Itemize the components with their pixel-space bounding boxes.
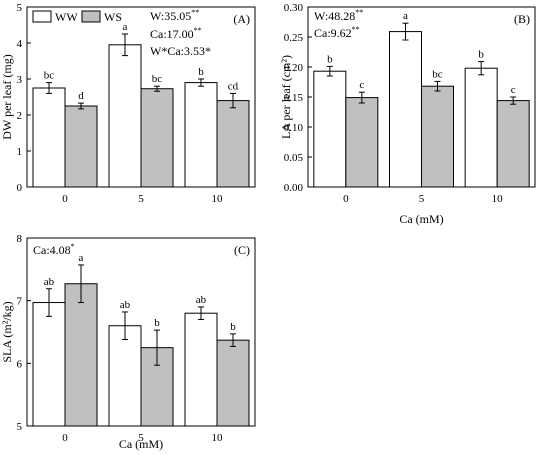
significance-letter: b bbox=[230, 321, 236, 333]
stat-text: W:35.05 bbox=[150, 9, 191, 23]
stat-text: Ca:4.08 bbox=[33, 243, 71, 257]
stat-superscript: ** bbox=[352, 25, 360, 34]
stat-annotation: W:48.28** bbox=[314, 8, 363, 23]
x-tick-label: 0 bbox=[62, 193, 68, 205]
significance-letter: b bbox=[327, 53, 333, 65]
stat-superscript: * bbox=[71, 242, 75, 251]
bar-ws bbox=[496, 100, 530, 188]
x-tick-label: 0 bbox=[62, 432, 68, 444]
stat-text: W:48.28 bbox=[314, 9, 355, 23]
significance-letter: bc bbox=[432, 68, 443, 80]
x-tick-label: 5 bbox=[138, 432, 144, 444]
panel-label: (A) bbox=[233, 12, 250, 26]
significance-letter: d bbox=[78, 90, 84, 102]
x-axis-label: Ca (mM) bbox=[119, 437, 163, 451]
y-tick-label: 0.10 bbox=[284, 122, 304, 134]
bar-ww bbox=[108, 44, 142, 188]
significance-letter: ab bbox=[120, 299, 131, 311]
bar-ww bbox=[464, 67, 498, 188]
bar-ww bbox=[184, 82, 218, 188]
y-tick-label: 7 bbox=[17, 296, 23, 308]
bar-ws bbox=[64, 283, 98, 427]
panel-label: (C) bbox=[234, 243, 250, 257]
significance-letter: bc bbox=[152, 73, 163, 85]
bar-ws bbox=[345, 97, 379, 188]
stat-superscript: ** bbox=[191, 8, 199, 17]
stat-superscript: ** bbox=[355, 8, 363, 17]
bar-ww bbox=[389, 31, 422, 188]
y-tick-label: 5 bbox=[17, 421, 23, 433]
bar-ws bbox=[421, 85, 454, 188]
significance-letter: c bbox=[359, 79, 364, 91]
significance-letter: ab bbox=[196, 294, 207, 306]
x-tick-label: 10 bbox=[212, 432, 224, 444]
significance-letter: b bbox=[478, 49, 484, 61]
stat-annotation: W*Ca:3.53* bbox=[150, 44, 211, 58]
stat-annotation: Ca:4.08* bbox=[33, 242, 75, 257]
stat-text: Ca:17.00 bbox=[150, 27, 194, 41]
x-tick-label: 5 bbox=[138, 193, 144, 205]
panel-label: (B) bbox=[514, 12, 530, 26]
y-tick-label: 0 bbox=[17, 182, 23, 194]
bar-ww bbox=[32, 302, 66, 427]
significance-letter: bc bbox=[44, 70, 55, 82]
y-tick-label: 2 bbox=[17, 110, 23, 122]
x-axis-label: Ca (mM) bbox=[399, 212, 443, 226]
y-tick-label: 8 bbox=[17, 233, 23, 245]
stat-text: Ca:9.62 bbox=[314, 26, 352, 40]
x-tick-label: 10 bbox=[492, 193, 504, 205]
legend-ws-swatch bbox=[81, 10, 101, 23]
stat-superscript: ** bbox=[194, 26, 202, 35]
y-tick-label: 0.00 bbox=[284, 182, 304, 194]
y-tick-label: 3 bbox=[17, 74, 23, 86]
bar-ws bbox=[216, 100, 250, 188]
stat-annotation: W:35.05** bbox=[150, 8, 199, 23]
y-tick-label: 0.30 bbox=[284, 2, 304, 14]
y-tick-label: 1 bbox=[17, 146, 23, 158]
y-tick-label: 0.20 bbox=[284, 62, 304, 74]
y-tick-label: 5 bbox=[17, 2, 23, 14]
x-tick-label: 10 bbox=[212, 193, 224, 205]
significance-letter: b bbox=[198, 66, 204, 78]
significance-letter: a bbox=[79, 252, 84, 264]
x-tick-label: 0 bbox=[343, 193, 349, 205]
y-tick-label: 0.05 bbox=[284, 152, 304, 164]
bar-ww bbox=[313, 70, 347, 188]
y-axis-label: LA per leaf (cm²) bbox=[279, 55, 293, 139]
legend-ww-swatch bbox=[32, 10, 52, 23]
y-axis-label: SLA (m²/kg) bbox=[0, 301, 14, 362]
x-tick-label: 5 bbox=[419, 193, 425, 205]
legend-ww-label: WW bbox=[55, 10, 78, 24]
y-tick-label: 6 bbox=[17, 358, 23, 370]
significance-letter: cd bbox=[228, 80, 239, 92]
y-tick-label: 4 bbox=[17, 38, 23, 50]
bar-ww bbox=[108, 325, 142, 427]
bar-ws bbox=[140, 88, 174, 188]
legend-ws-label: WS bbox=[104, 10, 122, 24]
bar-ww bbox=[32, 87, 66, 188]
legend: WW WS bbox=[32, 10, 122, 24]
significance-letter: ab bbox=[44, 276, 55, 288]
stat-annotation: Ca:17.00** bbox=[150, 26, 202, 41]
significance-letter: a bbox=[403, 10, 408, 22]
bar-ws bbox=[216, 339, 250, 427]
y-tick-label: 0.15 bbox=[284, 92, 304, 104]
significance-letter: a bbox=[123, 21, 128, 33]
significance-letter: b bbox=[154, 317, 160, 329]
y-axis-label: DW per leaf (mg) bbox=[0, 54, 14, 139]
chart-panel: 0.000.050.100.150.200.250.300bc5abc10bcL… bbox=[279, 2, 536, 226]
bar-ww bbox=[184, 312, 218, 427]
significance-letter: c bbox=[511, 84, 516, 96]
y-tick-label: 0.25 bbox=[284, 32, 304, 44]
chart-panel: 5 6 7 8 0 ab a 5 ab b 10 ab b SLA (m²/kg) Ca (mM) (C) Ca… bbox=[0, 233, 256, 451]
stat-text: W*Ca:3.53* bbox=[150, 44, 211, 58]
bar-ws bbox=[64, 105, 98, 188]
stat-annotation: Ca:9.62** bbox=[314, 25, 360, 40]
